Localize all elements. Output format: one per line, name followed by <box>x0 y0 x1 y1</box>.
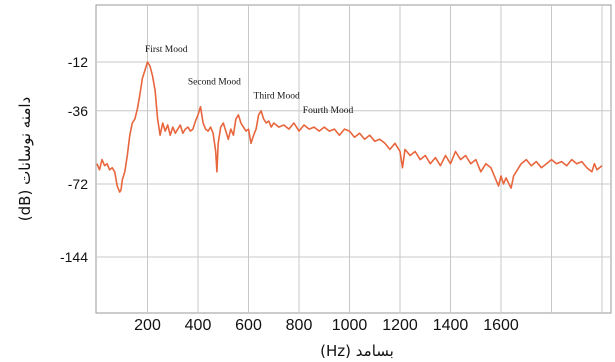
y-tick-label: -12 <box>68 54 88 70</box>
annotation-label: First Mood <box>145 45 188 55</box>
x-tick-label: 1200 <box>382 317 418 334</box>
x-axis-title: بسامد (Hz) <box>320 342 394 360</box>
x-tick-label: 1600 <box>483 317 519 334</box>
grid <box>96 5 611 313</box>
x-tick-label: 200 <box>134 317 161 334</box>
y-axis-title: دامنه نوسانات (dB) <box>16 97 34 221</box>
x-tick-label: 400 <box>185 317 212 334</box>
series-layer <box>96 61 603 193</box>
x-tick-label: 1400 <box>433 317 469 334</box>
series-line <box>96 61 603 193</box>
axis-ticks: -12 -36 -72 -144 200 400 600 800 1000 1200 1400 160… <box>60 54 519 334</box>
y-tick-label: -36 <box>68 103 88 119</box>
y-tick-label: -144 <box>60 249 88 265</box>
annotation-label: Second Mood <box>188 77 241 87</box>
x-tick-label: 800 <box>286 317 313 334</box>
annotation-label: Fourth Mood <box>303 106 354 116</box>
x-tick-label: 600 <box>235 317 262 334</box>
y-tick-label: -72 <box>68 176 88 192</box>
plot-area <box>95 4 612 314</box>
annotation-label: Third Mood <box>254 92 300 102</box>
x-tick-label: 1000 <box>332 317 368 334</box>
